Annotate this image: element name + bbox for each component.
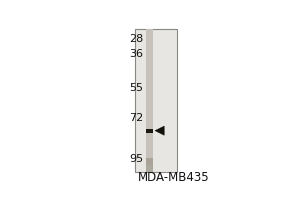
Bar	[146, 98, 153, 100]
Bar	[146, 52, 153, 55]
Bar	[146, 74, 153, 76]
Bar	[146, 119, 153, 122]
Text: 95: 95	[129, 154, 143, 164]
Bar	[146, 55, 153, 57]
Bar	[146, 31, 153, 33]
Bar	[146, 105, 153, 107]
Bar	[146, 29, 153, 172]
Bar	[146, 29, 153, 31]
Bar	[146, 81, 153, 84]
Bar	[146, 36, 153, 38]
Bar	[146, 62, 153, 64]
Bar	[146, 146, 153, 148]
Bar	[146, 86, 153, 88]
Bar	[146, 153, 153, 155]
Bar	[146, 33, 153, 36]
Bar	[146, 84, 153, 86]
Text: 36: 36	[129, 49, 143, 59]
Bar	[146, 67, 153, 69]
Bar	[146, 79, 153, 81]
Bar	[146, 91, 153, 93]
Bar	[135, 29, 177, 172]
Bar	[146, 72, 153, 74]
Bar	[146, 126, 153, 129]
Bar	[146, 158, 153, 160]
Bar	[146, 93, 153, 95]
Bar	[146, 122, 153, 124]
Bar	[146, 129, 153, 131]
Bar	[146, 50, 153, 52]
Bar	[146, 141, 153, 143]
Bar	[146, 150, 153, 153]
Bar	[146, 117, 153, 119]
Bar	[146, 167, 153, 169]
Bar	[146, 162, 153, 165]
Bar	[146, 48, 153, 50]
Bar	[146, 169, 153, 172]
Bar	[146, 88, 153, 91]
Bar	[146, 136, 153, 138]
Bar	[146, 41, 153, 43]
Bar	[146, 45, 153, 48]
Bar	[146, 155, 153, 158]
Bar	[146, 129, 153, 133]
Text: 55: 55	[129, 83, 143, 93]
Bar	[146, 148, 153, 150]
Text: MDA-MB435: MDA-MB435	[137, 171, 209, 184]
Bar	[146, 60, 153, 62]
Bar	[146, 115, 153, 117]
Bar	[146, 124, 153, 126]
Bar	[146, 69, 153, 72]
Bar	[146, 43, 153, 45]
Bar	[146, 64, 153, 67]
Text: 28: 28	[129, 34, 143, 44]
Polygon shape	[155, 126, 164, 135]
Bar	[146, 57, 153, 60]
Bar	[146, 138, 153, 141]
Bar	[146, 110, 153, 112]
Bar	[146, 112, 153, 115]
Bar	[146, 143, 153, 146]
Bar	[146, 160, 153, 162]
Bar	[146, 131, 153, 134]
Bar	[146, 38, 153, 41]
Text: 72: 72	[129, 113, 143, 123]
Bar	[146, 76, 153, 79]
Bar	[146, 103, 153, 105]
Bar	[146, 165, 153, 167]
Bar	[146, 107, 153, 110]
Bar	[146, 100, 153, 103]
Bar	[146, 95, 153, 98]
Bar	[146, 134, 153, 136]
